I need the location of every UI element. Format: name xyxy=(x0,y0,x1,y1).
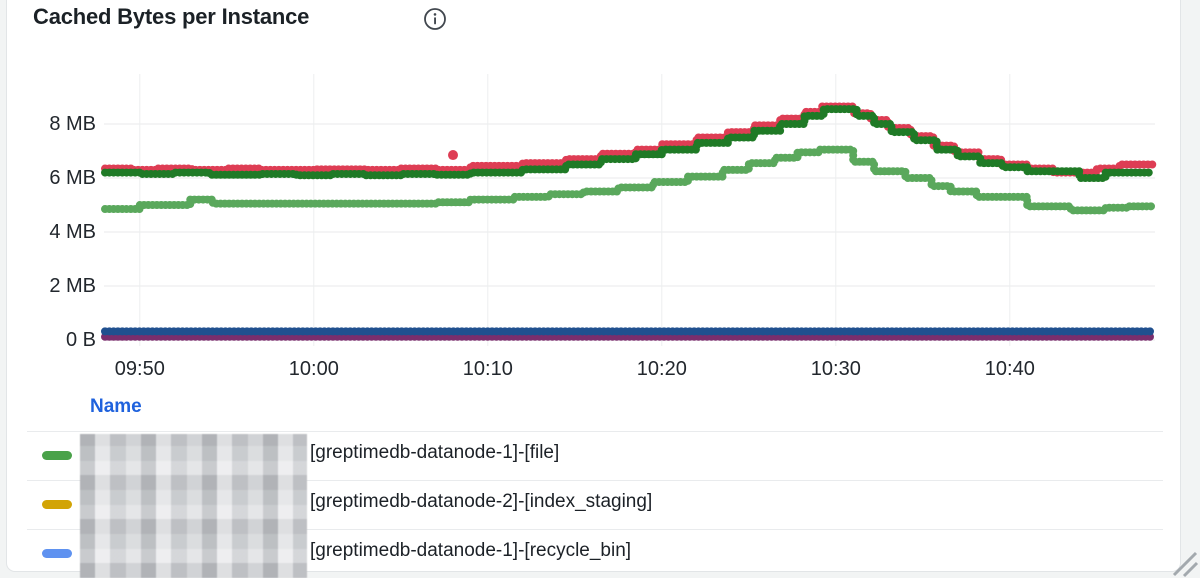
x-tick-label: 10:30 xyxy=(810,358,861,380)
x-tick-label: 09:50 xyxy=(114,358,165,380)
x-tick-label: 10:40 xyxy=(984,358,1035,380)
legend-row[interactable]: [greptimedb-datanode-2]-[index_staging] xyxy=(27,480,1163,529)
series-color-marker xyxy=(42,451,72,460)
x-tick-label: 10:00 xyxy=(288,358,339,380)
y-tick-label: 0 B xyxy=(65,329,96,351)
series-color-marker xyxy=(42,549,72,558)
panel-title: Cached Bytes per Instance xyxy=(33,4,310,29)
info-circle-icon[interactable] xyxy=(423,7,447,31)
legend-row[interactable]: [greptimedb-datanode-1]-[file] xyxy=(27,431,1163,480)
y-tick-label: 8 MB xyxy=(49,113,96,135)
legend-row-label: [greptimedb-datanode-1]-[file] xyxy=(310,442,560,463)
series-light-green[interactable] xyxy=(101,145,1157,215)
panel-resize-handle[interactable] xyxy=(1160,542,1200,578)
y-tick-label: 4 MB xyxy=(49,221,96,243)
gridlines xyxy=(104,74,1155,346)
legend-row-divider xyxy=(27,529,1163,530)
series-dark-green[interactable] xyxy=(101,105,1157,182)
legend-header-divider xyxy=(27,431,1163,432)
y-tick-label: 6 MB xyxy=(49,167,96,189)
y-tick-label: 2 MB xyxy=(49,275,96,297)
legend-row-divider xyxy=(27,480,1163,481)
x-tick-label: 10:20 xyxy=(636,358,687,380)
legend-row-label: [greptimedb-datanode-1]-[recycle_bin] xyxy=(310,540,632,561)
series-color-marker xyxy=(42,500,72,509)
legend-row-label: [greptimedb-datanode-2]-[index_staging] xyxy=(310,491,653,512)
legend-row[interactable]: [greptimedb-datanode-1]-[recycle_bin] xyxy=(27,529,1163,578)
x-tick-label: 10:10 xyxy=(462,358,513,380)
legend-name-header[interactable]: Name xyxy=(90,396,142,417)
chart-series xyxy=(101,102,1157,341)
redacted-pixelated-text xyxy=(80,434,307,578)
outlier-point-red[interactable] xyxy=(448,150,458,161)
